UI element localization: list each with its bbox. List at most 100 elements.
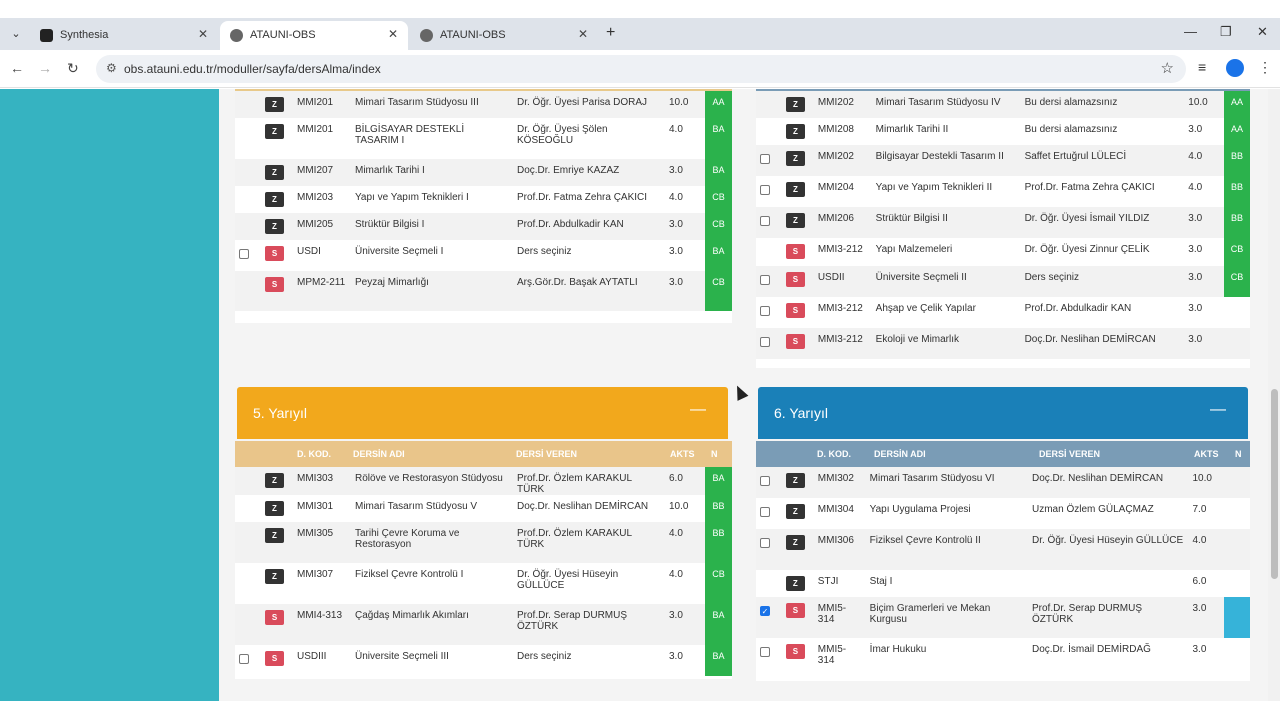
minimize-icon[interactable]: —: [1184, 24, 1197, 39]
collapse-icon[interactable]: —: [690, 401, 706, 418]
course-grade: BA: [705, 118, 732, 159]
page-scrollbar[interactable]: [1268, 89, 1280, 701]
col-name: DERSİN ADI: [874, 449, 926, 459]
url-text[interactable]: obs.atauni.edu.tr/moduller/sayfa/dersAlm…: [124, 62, 381, 76]
course-select-checkbox[interactable]: [760, 275, 770, 285]
course-name: Tarihi Çevre Koruma ve Restorasyon: [351, 522, 513, 563]
close-tab-icon[interactable]: ✕: [197, 27, 208, 41]
course-grade: AA: [705, 91, 732, 118]
course-select-checkbox[interactable]: [760, 476, 770, 486]
close-tab-icon[interactable]: ✕: [387, 27, 398, 41]
course-name: Bilgisayar Destekli Tasarım II: [871, 145, 1021, 176]
type-cell: Z: [261, 563, 293, 604]
reload-icon[interactable]: ↻: [67, 60, 79, 76]
course-row: S USDII Üniversite Seçmeli II Ders seçiniz 3…: [756, 266, 1250, 297]
type-cell: Z: [781, 91, 814, 118]
type-cell: Z: [781, 529, 814, 570]
site-info-icon[interactable]: ⚙: [106, 61, 117, 75]
course-name: Yapı ve Yapım Teknikleri I: [355, 192, 469, 203]
select-cell: [235, 91, 261, 118]
course-select-checkbox[interactable]: [760, 538, 770, 548]
course-select-checkbox[interactable]: [760, 154, 770, 164]
atauni-favicon-icon: [230, 29, 243, 42]
select-cell: [235, 213, 261, 240]
type-cell: S: [781, 266, 814, 297]
course-grade: [1224, 570, 1250, 597]
bookmark-star-icon[interactable]: ☆: [1160, 60, 1174, 77]
course-row: S MPM2-211 Peyzaj Mimarlığı Arş.Gör.Dr. Baş…: [235, 271, 732, 311]
course-name: Mimarlık Tarihi II: [875, 124, 949, 135]
course-row: S USDI Üniversite Seçmeli I Ders seçiniz 3.0…: [235, 240, 732, 271]
course-select-checkbox[interactable]: [760, 306, 770, 316]
course-akts: 10.0: [1184, 91, 1225, 118]
tab-synthesia[interactable]: Synthesia ✕: [30, 21, 218, 50]
course-teacher: Dr. Öğr. Üyesi Parisa DORAJ: [513, 91, 665, 118]
tab-atauni-obs[interactable]: ATAUNI-OBS ✕: [410, 21, 598, 50]
course-select-checkbox[interactable]: [239, 654, 249, 664]
course-teacher: Doç.Dr. Emriye KAZAZ: [513, 159, 665, 186]
course-grade: [1224, 597, 1250, 638]
menu-kebab-icon[interactable]: ⋮: [1258, 59, 1272, 75]
course-name: Peyzaj Mimarlığı: [351, 271, 513, 311]
course-select-checkbox[interactable]: [760, 216, 770, 226]
course-akts: 3.0: [669, 651, 683, 662]
course-akts: 3.0: [665, 159, 705, 186]
type-cell: Z: [261, 186, 293, 213]
course-grade: [1224, 467, 1250, 498]
course-row: Z STJI Staj I 6.0: [756, 570, 1250, 597]
course-type-badge: Z: [265, 192, 284, 207]
course-name: BİLGİSAYAR DESTEKLİ TASARIM I: [355, 124, 465, 146]
new-tab-button[interactable]: +: [606, 24, 616, 41]
course-row: S MMI5-314 İmar Hukuku Doç.Dr. İsmail DEMİR…: [756, 638, 1250, 679]
course-select-checkbox[interactable]: [760, 507, 770, 517]
course-teacher: Dr. Öğr. Üyesi Hüseyin GÜLLÜCE: [517, 569, 619, 591]
course-code: MMI202: [813, 145, 872, 176]
profile-avatar[interactable]: [1226, 59, 1244, 77]
course-select-checkbox[interactable]: [760, 337, 770, 347]
course-type-badge: Z: [265, 124, 284, 139]
scrollbar-thumb[interactable]: [1271, 389, 1278, 579]
course-select-checkbox[interactable]: [760, 185, 770, 195]
type-cell: Z: [781, 145, 814, 176]
type-cell: S: [781, 597, 814, 638]
course-name: Yapı ve Yapım Teknikleri II: [875, 182, 993, 193]
course-type-badge: Z: [785, 213, 805, 228]
semester-3-panel: Z MMI201 Mimari Tasarım Stüdyosu III Dr. Öğ…: [235, 89, 732, 323]
course-type-badge: S: [785, 603, 805, 618]
back-arrow-icon[interactable]: ←: [10, 60, 24, 76]
semester-6-header[interactable]: 6. Yarıyıl —: [758, 387, 1248, 439]
course-row: Z MMI202 Bilgisayar Destekli Tasarım II Saf…: [756, 145, 1250, 176]
course-name: Fiziksel Çevre Kontrolü I: [355, 569, 464, 580]
tab-search-chevron-icon[interactable]: ⌄: [11, 28, 21, 40]
restore-icon[interactable]: ❐: [1220, 24, 1232, 39]
url-omnibox[interactable]: ⚙ obs.atauni.edu.tr/moduller/sayfa/dersA…: [96, 55, 1186, 83]
course-row: Z MMI201 Mimari Tasarım Stüdyosu III Dr. Öğ…: [235, 91, 732, 118]
media-controls-icon[interactable]: ≡: [1198, 59, 1207, 75]
select-cell: [756, 176, 782, 207]
collapse-icon[interactable]: —: [1210, 401, 1226, 418]
course-teacher: Uzman Özlem GÜLAÇMAZ: [1032, 504, 1154, 515]
semester-5-header[interactable]: 5. Yarıyıl —: [237, 387, 728, 439]
course-select-checkbox[interactable]: [239, 249, 249, 259]
select-cell: [235, 467, 261, 495]
col-grade: N: [711, 449, 718, 459]
course-type-badge: S: [785, 303, 805, 318]
type-cell: Z: [261, 213, 293, 240]
course-teacher: Bu dersi alamazsınız: [1020, 91, 1185, 118]
course-select-checkbox[interactable]: ✓: [760, 606, 770, 616]
course-teacher: Prof.Dr. Fatma Zehra ÇAKICI: [517, 192, 648, 203]
course-code: MMI3-212: [817, 244, 863, 255]
course-grade: CB: [705, 271, 732, 311]
close-tab-icon[interactable]: ✕: [577, 27, 588, 41]
col-grade: N: [1235, 449, 1242, 459]
forward-arrow-icon[interactable]: →: [38, 60, 52, 76]
course-row: S MMI3-212 Ekoloji ve Mimarlık Doç.Dr. Nesl…: [756, 328, 1250, 359]
course-select-checkbox[interactable]: [760, 647, 770, 657]
course-akts: 4.0: [1188, 182, 1203, 193]
course-name: Üniversite Seçmeli III: [355, 651, 449, 662]
tab-atauni-obs-active[interactable]: ATAUNI-OBS ✕: [220, 21, 408, 50]
course-type-badge: Z: [265, 165, 284, 180]
close-window-icon[interactable]: ✕: [1257, 24, 1268, 39]
course-code: USDI: [297, 246, 321, 257]
course-grade: [1224, 638, 1250, 679]
